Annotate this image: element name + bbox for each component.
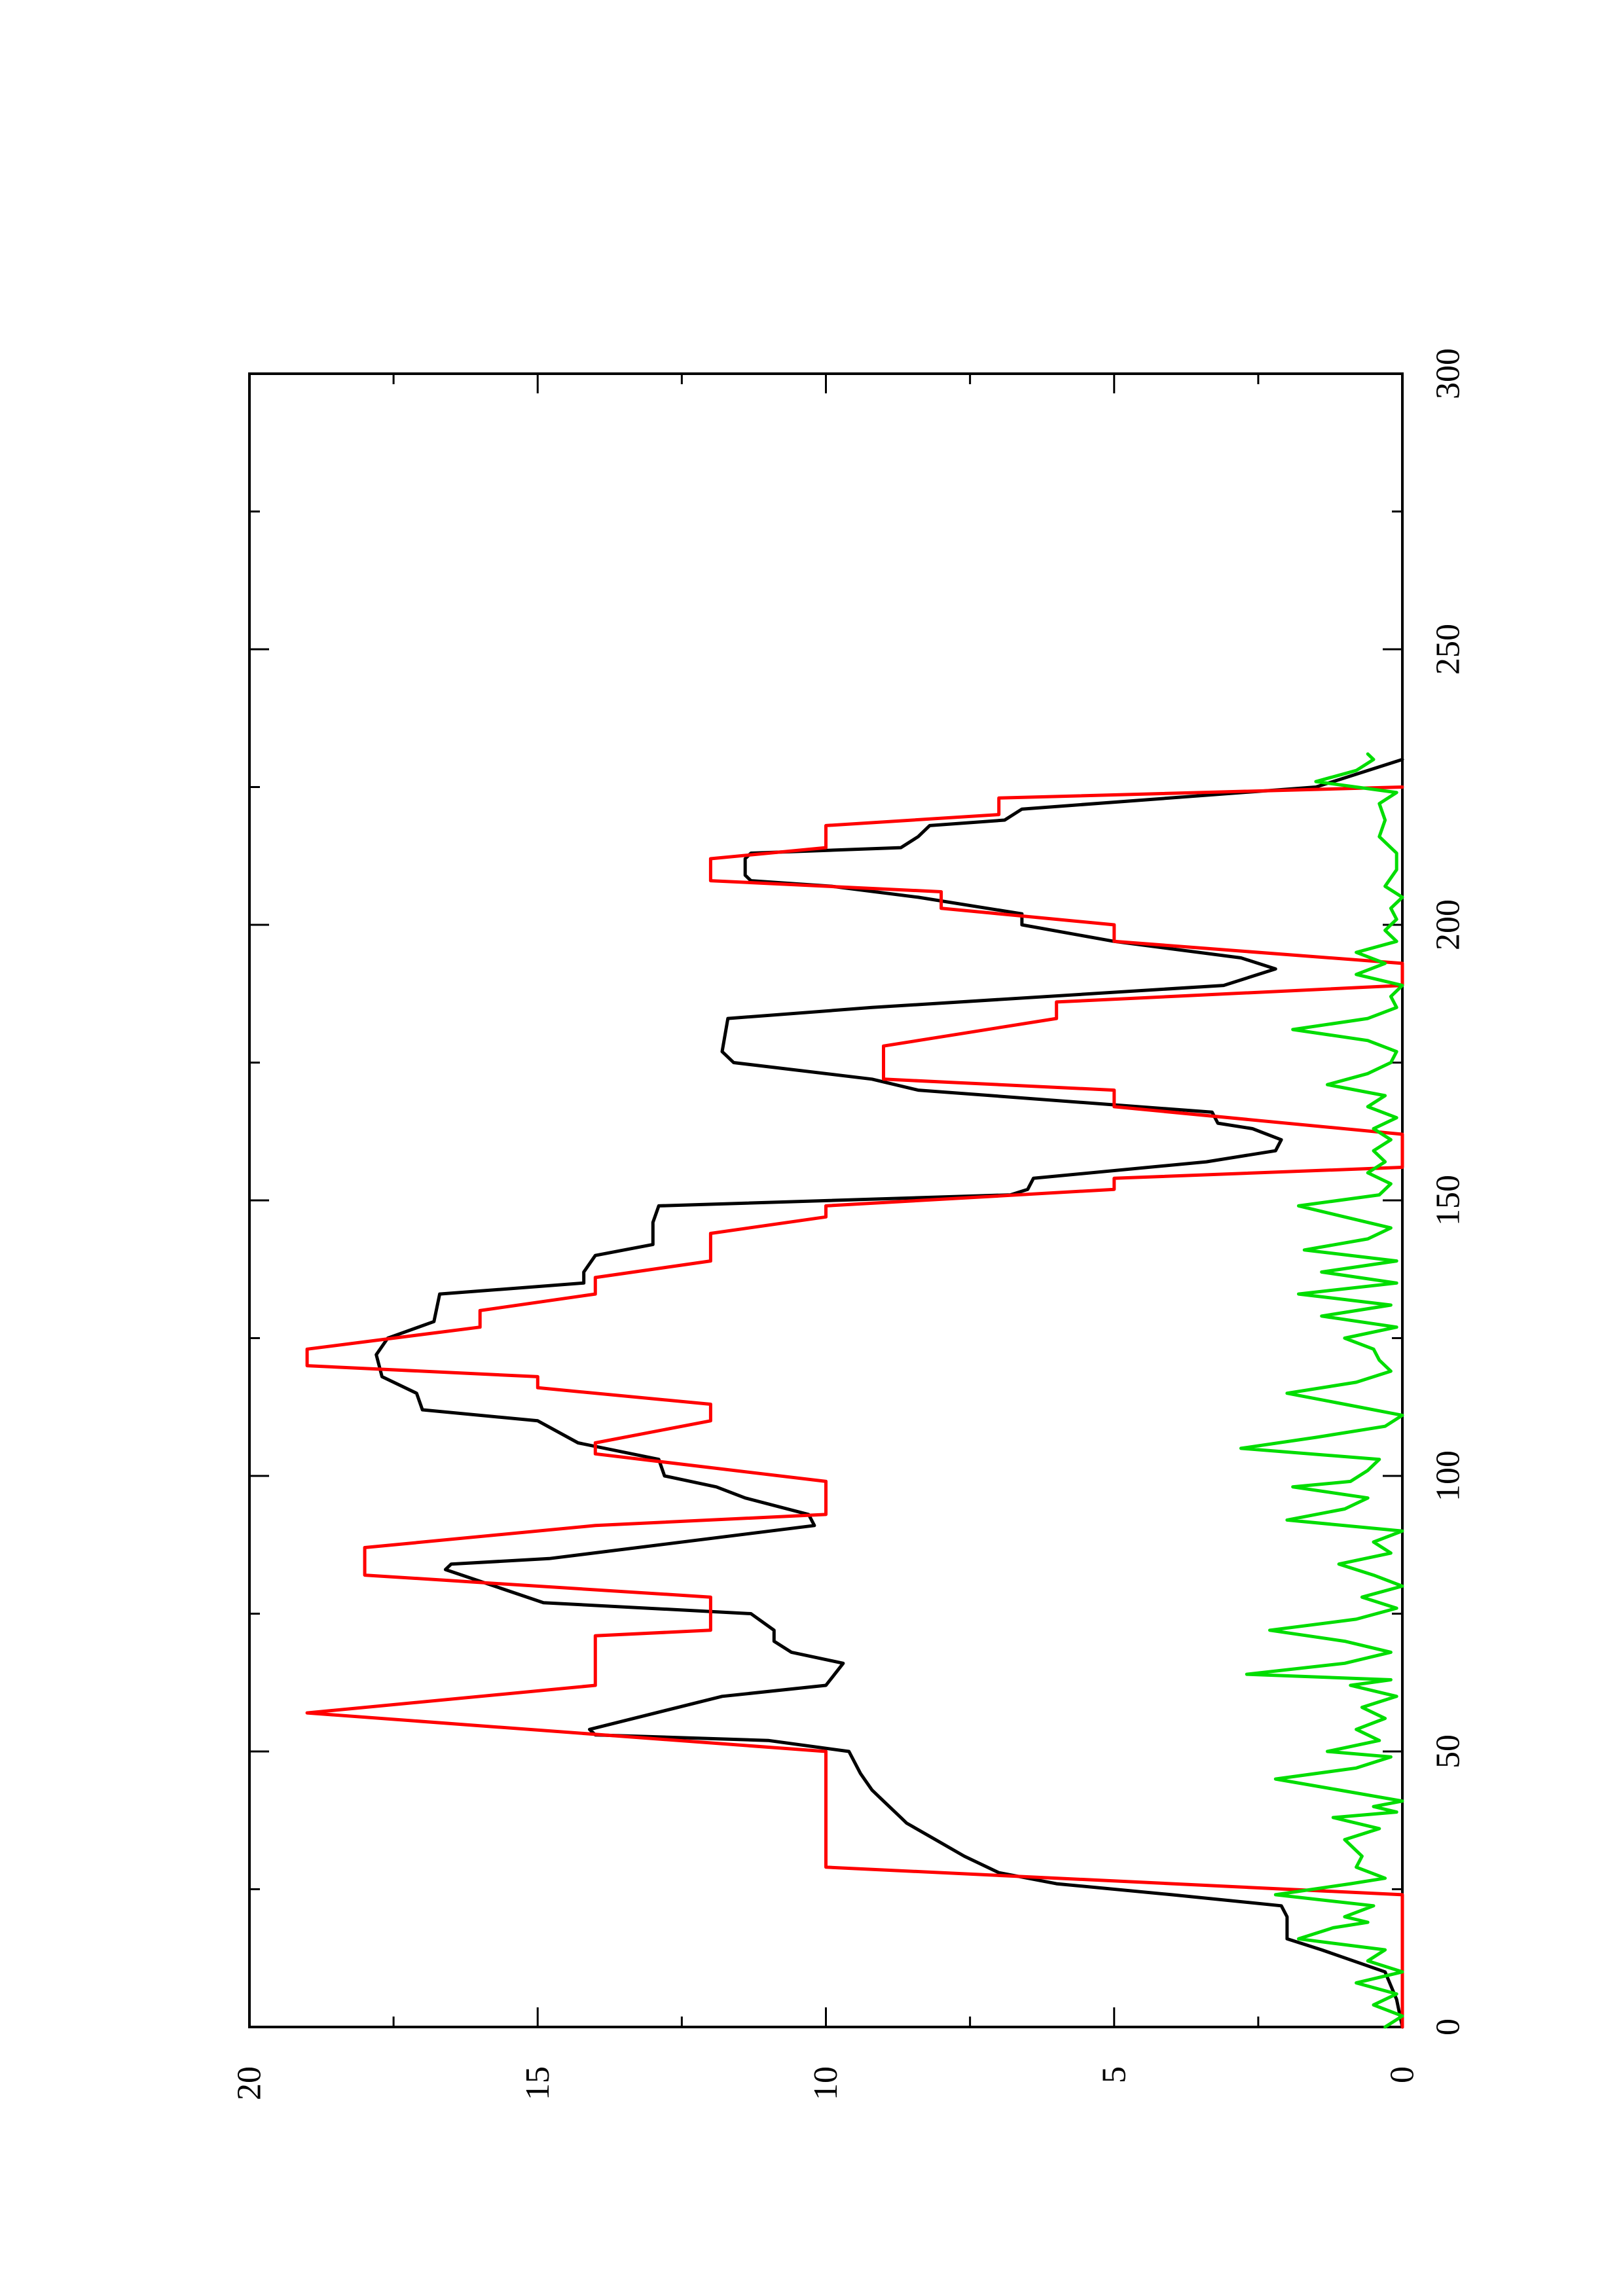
y-axis-tick-labels: 0 5 10 15 20 xyxy=(231,2066,1421,2100)
x-tick-label: 250 xyxy=(1430,624,1467,675)
y-tick-label: 15 xyxy=(519,2066,556,2100)
x-tick-label: 200 xyxy=(1430,899,1467,950)
x-tick-label: 0 xyxy=(1430,2018,1467,2036)
y-tick-label: 10 xyxy=(807,2066,845,2100)
x-tick-label: 50 xyxy=(1430,1734,1467,1768)
y-tick-label: 0 xyxy=(1384,2066,1421,2083)
series-line-2 xyxy=(305,785,1404,2029)
x-tick-label: 300 xyxy=(1430,348,1467,399)
series-group xyxy=(305,752,1404,2029)
series-line-1 xyxy=(374,757,1404,2029)
series-line-3 xyxy=(1239,752,1404,2029)
y-tick-label: 20 xyxy=(231,2066,268,2100)
x-tick-label: 150 xyxy=(1430,1175,1467,1226)
x-axis-tick-labels: 0 50 100 150 200 250 300 xyxy=(1430,348,1467,2036)
y-tick-label: 5 xyxy=(1095,2066,1133,2083)
x-tick-label: 100 xyxy=(1430,1450,1467,1501)
axis-ticks xyxy=(248,372,1404,2028)
